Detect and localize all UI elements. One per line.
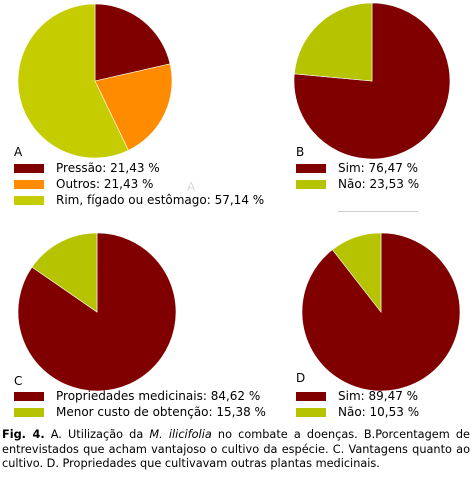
legend-swatch — [14, 391, 44, 401]
caption-text-part1: A. Utilização da — [44, 428, 150, 441]
legend-item: Sim: 76,47 % — [296, 160, 419, 176]
pie-slice — [94, 3, 171, 82]
legend-item: Sim: 89,47 % — [296, 388, 419, 404]
figure-caption: Fig. 4. A. Utilização da M. ilicifolia n… — [2, 428, 470, 472]
legend-label: Outros: 21,43 % — [56, 177, 154, 191]
legend-item: Propriedades medicinais: 84,62 % — [14, 388, 266, 404]
legend-item: Não: 10,53 % — [296, 404, 419, 420]
caption-text-part2: no combate a doenças. B.Porcentagem de e… — [2, 428, 470, 470]
legend-swatch — [296, 391, 326, 401]
legend-label: Pressão: 21,43 % — [56, 161, 160, 175]
legend-d: Sim: 89,47 % Não: 10,53 % — [296, 388, 419, 420]
legend-item: Não: 23,53 % — [296, 176, 419, 192]
legend-swatch — [296, 163, 326, 173]
caption-figure-label: Fig. 4. — [2, 428, 45, 441]
pie-chart-a — [17, 3, 173, 159]
legend-c: Propriedades medicinais: 84,62 % Menor c… — [14, 388, 266, 420]
legend-swatch — [296, 407, 326, 417]
stray-label: A — [187, 180, 196, 194]
legend-item: Menor custo de obtenção: 15,38 % — [14, 404, 266, 420]
legend-label: Sim: 76,47 % — [338, 161, 419, 175]
pie-slice — [31, 232, 98, 313]
panel-label-c: C — [14, 374, 23, 388]
legend-label: Rim, fígado ou estômago: 57,14 % — [56, 193, 265, 207]
legend-label: Menor custo de obtenção: 15,38 % — [56, 405, 266, 419]
legend-b: Sim: 76,47 % Não: 23,53 % — [296, 160, 419, 192]
pie-slice — [293, 2, 451, 160]
legend-item: Pressão: 21,43 % — [14, 160, 264, 176]
pie-slice — [17, 3, 129, 159]
legend-item: Rim, fígado ou estômago: 57,14 % — [14, 192, 264, 208]
legend-a: Pressão: 21,43 % Outros: 21,43 % Rim, fí… — [14, 160, 264, 208]
legend-swatch — [296, 179, 326, 189]
legend-swatch — [14, 179, 44, 189]
caption-species-name: M. ilicifolia — [149, 428, 212, 441]
pie-chart-b — [293, 2, 451, 160]
legend-label: Não: 23,53 % — [338, 177, 420, 191]
legend-swatch — [14, 407, 44, 417]
panel-label-a: A — [14, 145, 23, 159]
pie-slice — [94, 63, 173, 151]
legend-swatch — [14, 163, 44, 173]
panel-label-b: B — [296, 145, 305, 159]
legend-item: Outros: 21,43 % — [14, 176, 264, 192]
panel-label-d: D — [296, 371, 306, 385]
divider-line — [338, 211, 418, 212]
pie-chart-c — [17, 232, 177, 392]
pie-chart-d — [301, 232, 461, 392]
legend-label: Propriedades medicinais: 84,62 % — [56, 389, 261, 403]
legend-label: Sim: 89,47 % — [338, 389, 419, 403]
pie-slice — [294, 2, 373, 82]
legend-swatch — [14, 195, 44, 205]
pie-slice — [332, 232, 382, 313]
legend-label: Não: 10,53 % — [338, 405, 420, 419]
